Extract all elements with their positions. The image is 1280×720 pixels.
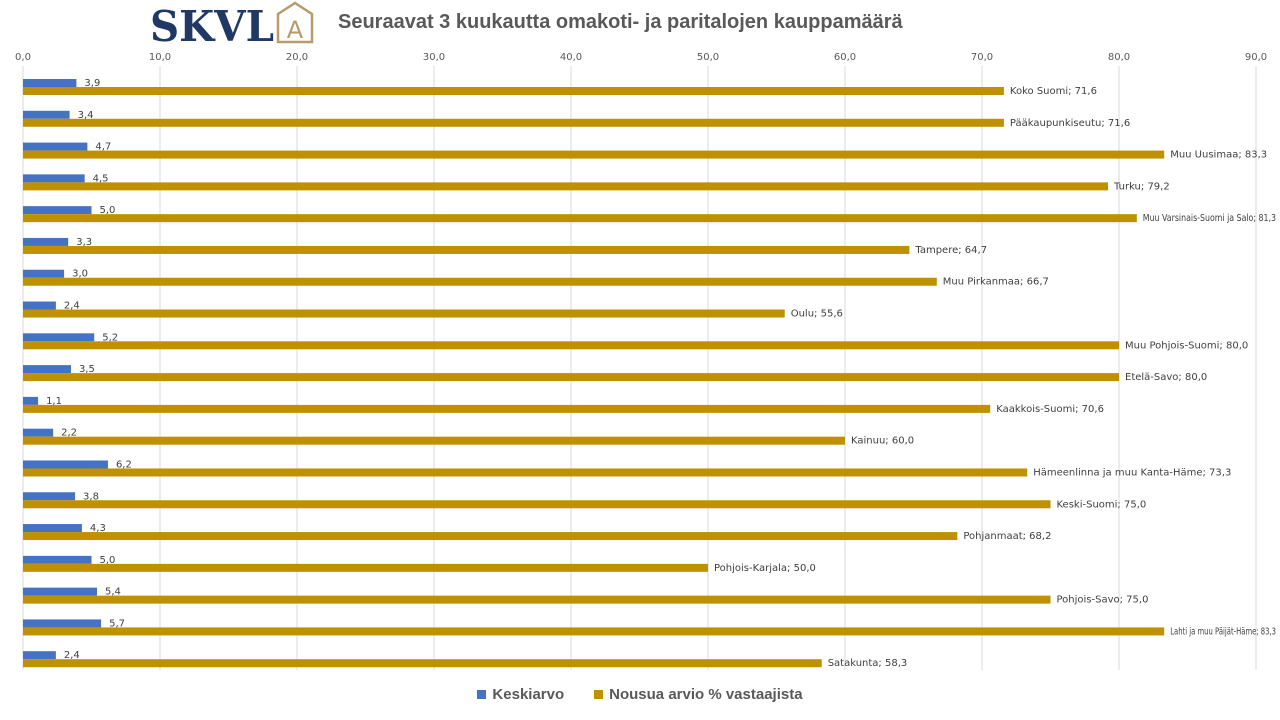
bar-keskiarvo (23, 269, 65, 278)
bar-nousua (23, 468, 1028, 477)
x-tick-label: 90,0 (1245, 52, 1267, 63)
data-label-nousua: Muu Uusimaa; 83,3 (1170, 150, 1267, 161)
data-label-keskiarvo: 5,7 (109, 618, 125, 629)
bar-nousua (23, 245, 910, 254)
legend-label-nousua: Nousua arvio % vastaajista (609, 686, 803, 703)
data-label-keskiarvo: 2,2 (61, 428, 77, 439)
bar-nousua (23, 595, 1051, 604)
bar-nousua (23, 373, 1119, 382)
bar-keskiarvo (23, 142, 88, 151)
bar-keskiarvo (23, 428, 54, 437)
bar-nousua (23, 341, 1119, 350)
data-label-keskiarvo: 4,5 (93, 173, 109, 184)
bar-nousua (23, 182, 1109, 191)
bar-nousua (23, 87, 1004, 95)
bar-keskiarvo (23, 587, 97, 596)
data-label-keskiarvo: 5,2 (102, 332, 118, 343)
data-label-keskiarvo: 3,0 (72, 269, 88, 280)
data-label-keskiarvo: 3,4 (78, 110, 94, 121)
data-label-keskiarvo: 2,4 (64, 301, 80, 312)
data-label-nousua: Kainuu; 60,0 (851, 436, 914, 447)
data-label-nousua: Pohjanmaat; 68,2 (963, 531, 1051, 542)
data-label-keskiarvo: 5,4 (105, 587, 121, 598)
data-label-keskiarvo: 2,4 (64, 650, 80, 661)
bar-nousua (23, 627, 1165, 636)
logo-mark: A (287, 16, 304, 44)
logo-text: SKVL (150, 2, 274, 48)
bar-nousua (23, 309, 785, 318)
legend-item-nousua: Nousua arvio % vastaajista (594, 686, 803, 703)
data-label-nousua: Tampere; 64,7 (914, 245, 987, 256)
x-tick-label: 80,0 (1108, 52, 1130, 63)
bar-nousua (23, 214, 1137, 223)
data-label-keskiarvo: 1,1 (46, 396, 62, 407)
chart-title: Seuraavat 3 kuukautta omakoti- ja parita… (338, 11, 903, 33)
bar-keskiarvo (23, 460, 108, 469)
skvl-logo: SKVL A (150, 1, 314, 48)
data-label-nousua: Etelä-Savo; 80,0 (1125, 372, 1207, 383)
bar-nousua (23, 659, 822, 668)
data-label-keskiarvo: 4,3 (90, 523, 106, 534)
x-tick-label: 30,0 (423, 52, 445, 63)
data-label-nousua: Turku; 79,2 (1113, 181, 1170, 192)
data-label-keskiarvo: 6,2 (116, 459, 132, 470)
data-label-nousua: Keski-Suomi; 75,0 (1057, 499, 1147, 510)
data-label-nousua: Pohjois-Savo; 75,0 (1057, 595, 1149, 606)
data-label-keskiarvo: 5,0 (100, 205, 116, 216)
bar-keskiarvo (23, 110, 70, 119)
bar-keskiarvo (23, 651, 56, 660)
bar-keskiarvo (23, 301, 56, 310)
data-label-nousua: Pohjois-Karjala; 50,0 (714, 563, 816, 574)
data-label-nousua: Muu Varsinais-Suomi ja Salo; 81,3 (1143, 213, 1276, 224)
data-label-keskiarvo: 3,5 (79, 364, 95, 375)
bar-keskiarvo (23, 79, 77, 87)
legend-item-keskiarvo: Keskiarvo (477, 686, 564, 703)
legend-swatch-nousua (594, 690, 604, 699)
data-label-keskiarvo: 3,9 (84, 78, 100, 89)
bar-nousua (23, 277, 937, 286)
bar-nousua (23, 436, 845, 445)
bar-nousua (23, 532, 958, 541)
bar-keskiarvo (23, 237, 69, 246)
bar-keskiarvo (23, 619, 102, 628)
x-tick-label: 50,0 (697, 52, 719, 63)
bar-keskiarvo (23, 492, 76, 501)
bar-nousua (23, 118, 1004, 127)
data-label-nousua: Hämeenlinna ja muu Kanta-Häme; 73,3 (1033, 467, 1231, 478)
bar-keskiarvo (23, 524, 82, 533)
data-label-nousua: Muu Pirkanmaa; 66,7 (943, 277, 1049, 288)
bar-nousua (23, 563, 708, 572)
legend-label-keskiarvo: Keskiarvo (492, 686, 565, 703)
chart-legend: Keskiarvo Nousua arvio % vastaajista (0, 686, 1280, 703)
bar-keskiarvo (23, 365, 71, 374)
bar-keskiarvo (23, 206, 92, 215)
data-label-nousua: Oulu; 55,6 (791, 309, 843, 320)
data-label-keskiarvo: 5,0 (100, 555, 116, 566)
x-tick-label: 20,0 (286, 52, 308, 63)
data-label-nousua: Pääkaupunkiseutu; 71,6 (1010, 118, 1130, 129)
bar-keskiarvo (23, 396, 39, 405)
data-label-nousua: Lahti ja muu Päijät-Häme; 83,3 (1170, 626, 1276, 637)
data-label-keskiarvo: 3,3 (76, 237, 92, 248)
data-label-nousua: Muu Pohjois-Suomi; 80,0 (1125, 340, 1248, 351)
x-tick-label: 60,0 (834, 52, 856, 63)
logo-house-icon (276, 1, 314, 44)
bar-chart: 0,0 10,0 20,0 30,0 40,0 50,0 60,0 70,0 80,0 90,0 3… (15, 52, 1276, 670)
data-label-nousua: Satakunta; 58,3 (828, 658, 908, 669)
bar-keskiarvo (23, 333, 95, 342)
legend-swatch-keskiarvo (477, 690, 487, 699)
x-tick-label: 40,0 (560, 52, 582, 63)
x-tick-label: 70,0 (971, 52, 993, 63)
bar-keskiarvo (23, 555, 92, 564)
bar-nousua (23, 500, 1051, 509)
bar-nousua (23, 404, 991, 413)
data-label-keskiarvo: 4,7 (95, 142, 111, 153)
data-label-keskiarvo: 3,8 (83, 491, 99, 502)
data-label-nousua: Kaakkois-Suomi; 70,6 (996, 404, 1104, 415)
data-label-nousua: Koko Suomi; 71,6 (1010, 86, 1097, 97)
x-tick-label: 0,0 (15, 52, 31, 63)
bar-keskiarvo (23, 174, 85, 183)
x-tick-label: 10,0 (149, 52, 171, 63)
bar-nousua (23, 150, 1165, 159)
